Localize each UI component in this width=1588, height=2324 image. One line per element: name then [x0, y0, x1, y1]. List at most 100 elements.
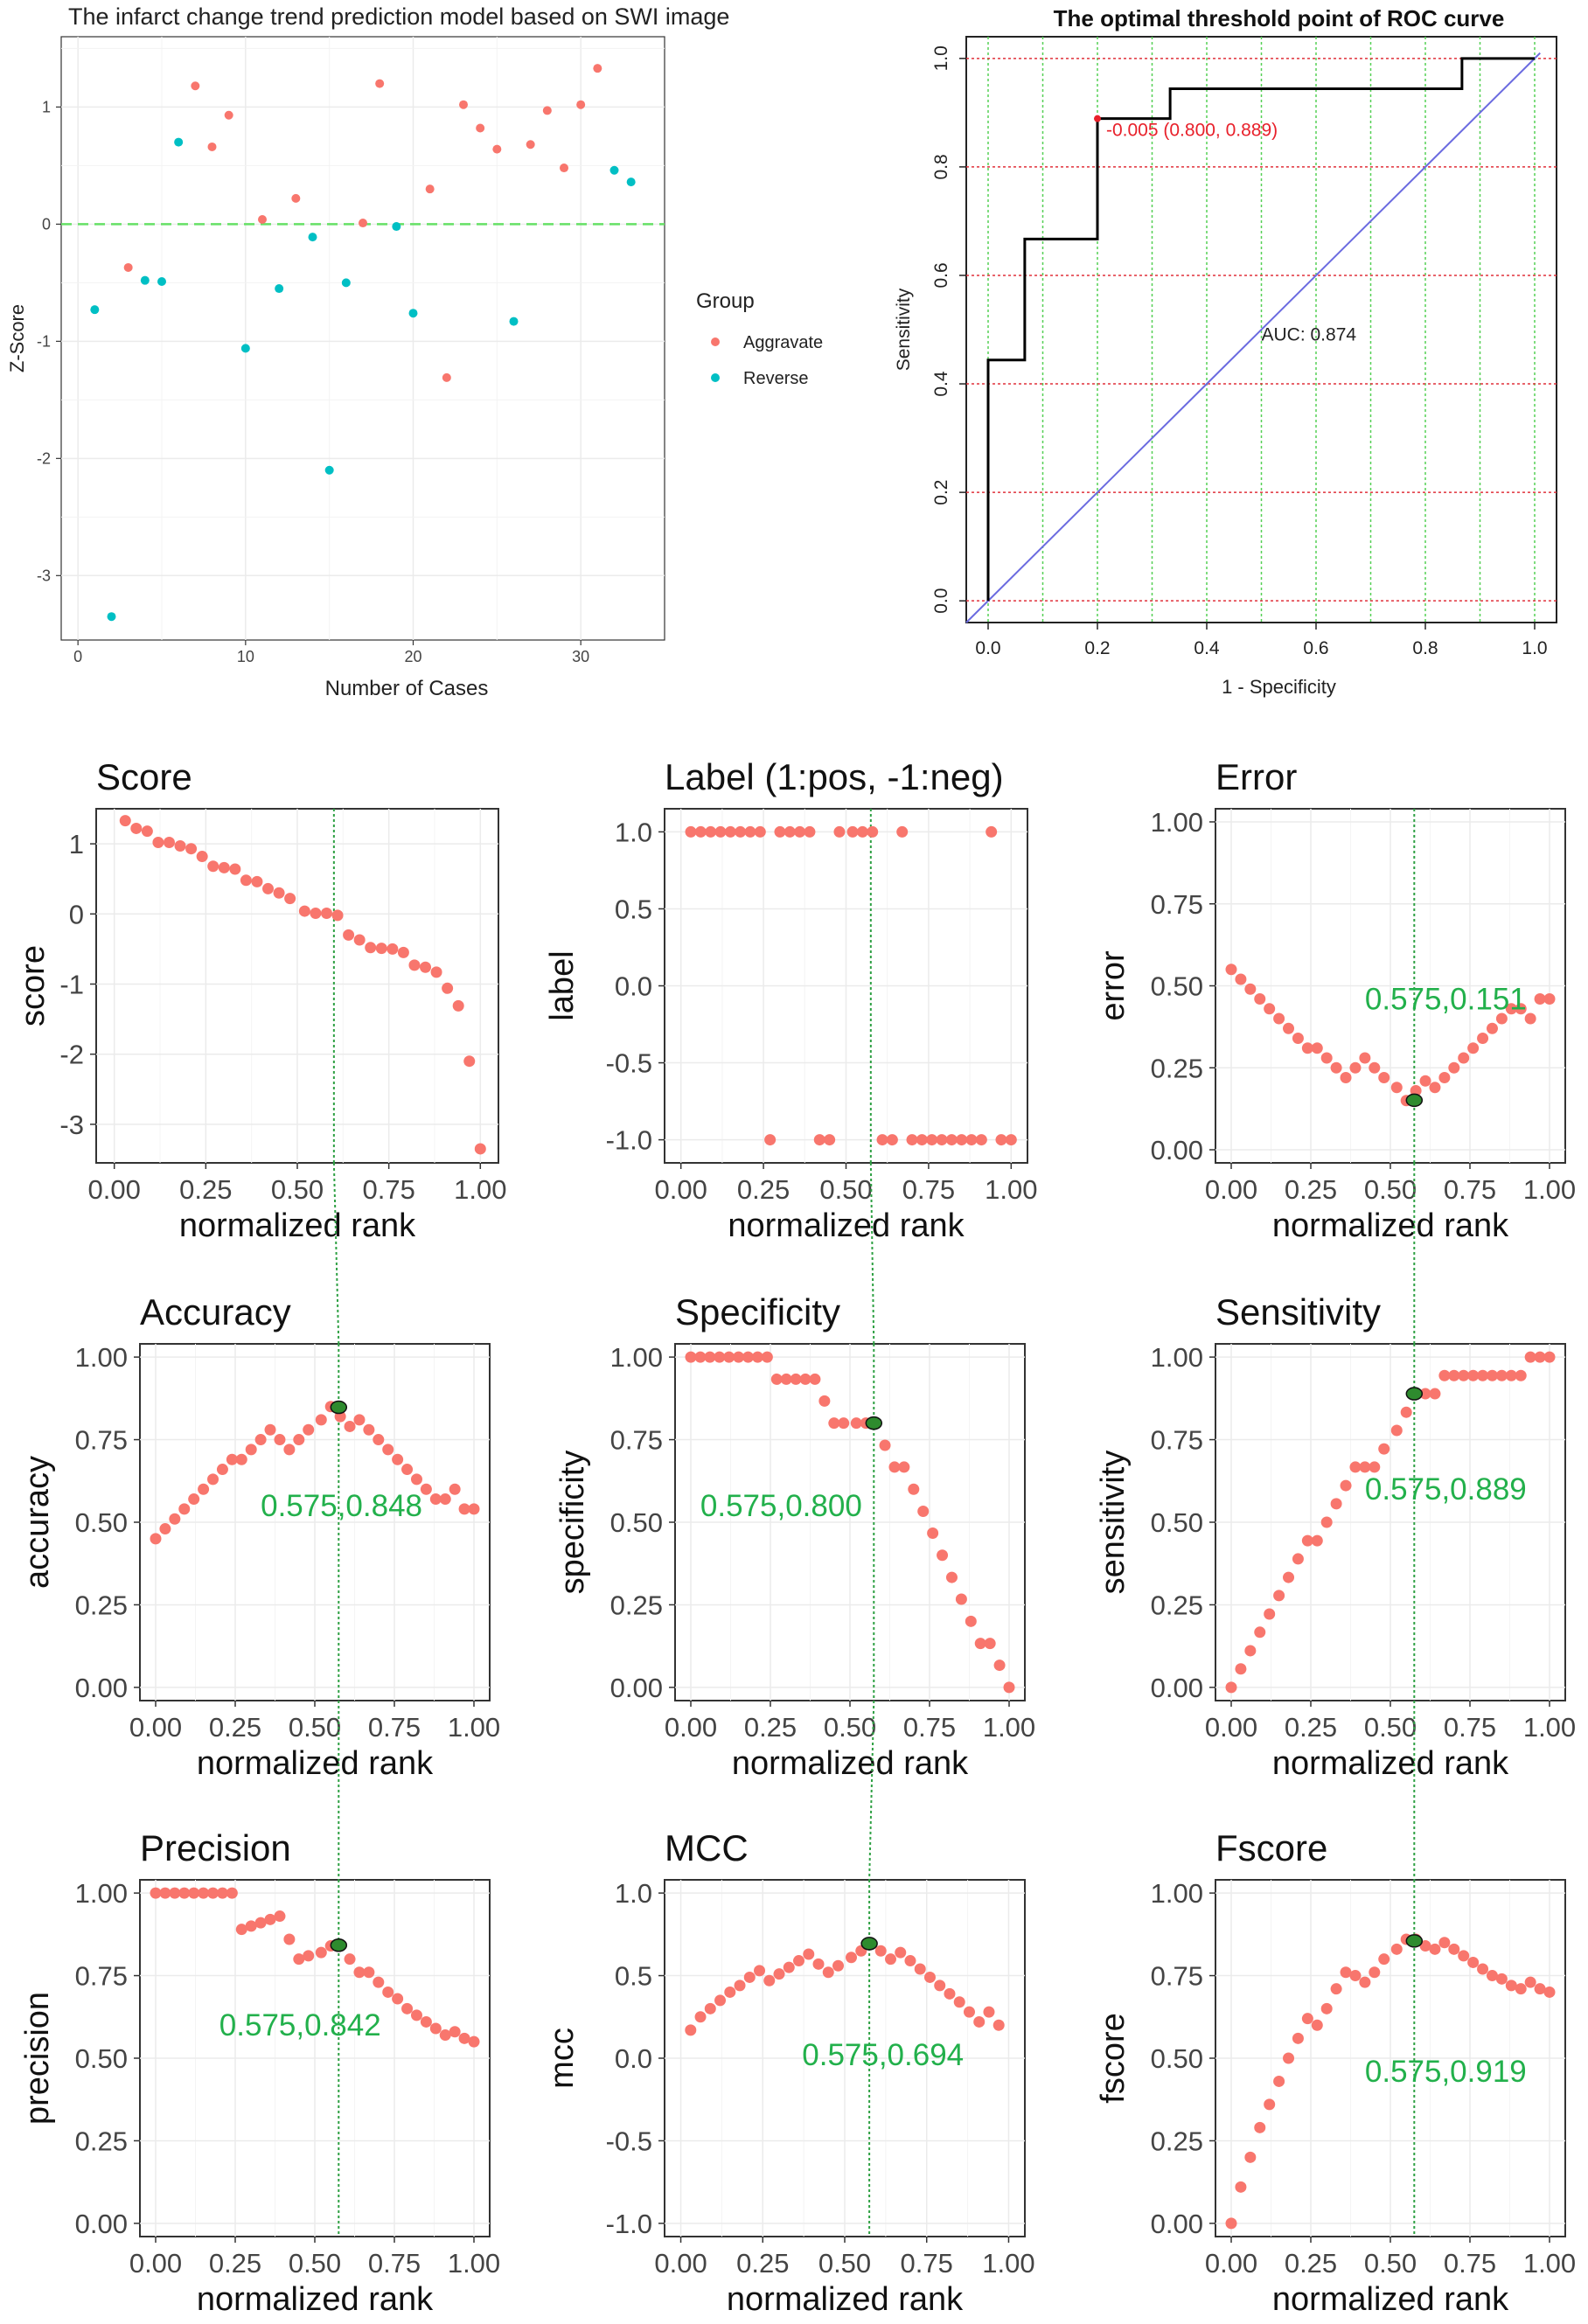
- panel-fscore: 0.575,0.919 0.00 0.25 0.50 0.75 1.00 1.00 0.75 0…: [1095, 1827, 1576, 2318]
- precision-point: [315, 1946, 327, 1959]
- error-point: [1515, 1003, 1527, 1015]
- specificity-xlabel: normalized rank: [732, 1745, 969, 1782]
- score-point: [141, 825, 153, 838]
- roc-chart: -0.005 (0.800, 0.889) AUC: 0.874 0.0 0.2 0.4…: [894, 5, 1557, 698]
- precision-point: [207, 1887, 219, 1899]
- fscore-point: [1292, 2032, 1304, 2044]
- specificity-point: [838, 1417, 850, 1430]
- zscore-point-reverse: [157, 277, 166, 287]
- precision-ytick-label: 0.75: [75, 1961, 128, 1992]
- mcc-point: [953, 1996, 965, 2008]
- precision-point: [420, 2015, 432, 2028]
- zscore-point-aggravate: [123, 262, 133, 272]
- error-point: [1524, 1012, 1536, 1025]
- fscore-point: [1378, 1953, 1390, 1966]
- fscore-point: [1419, 1940, 1431, 1952]
- precision-xtick-label: 0.75: [368, 2248, 421, 2279]
- label-point: [685, 825, 697, 838]
- label-point: [694, 825, 707, 838]
- accuracy-point: [373, 1434, 385, 1446]
- label-point: [794, 825, 806, 838]
- zscore-point-aggravate: [576, 100, 586, 109]
- accuracy-point: [458, 1503, 470, 1515]
- precision-point: [283, 1933, 296, 1945]
- precision-point: [293, 1953, 305, 1966]
- roc-ytick-label: 0.8: [931, 154, 951, 179]
- label-point: [876, 1134, 888, 1146]
- threshold-connector: [868, 1700, 875, 1881]
- label-point: [856, 825, 868, 838]
- accuracy-xtick-label: 1.00: [448, 1712, 500, 1743]
- mcc-point: [973, 2015, 986, 2028]
- label-point: [965, 1134, 978, 1146]
- mcc-xtick-label: 0.25: [736, 2248, 789, 2279]
- zscore-point-reverse: [392, 222, 401, 232]
- mcc-point: [685, 2024, 697, 2036]
- error-annotation: 0.575,0.151: [1365, 983, 1527, 1017]
- error-point: [1378, 1072, 1390, 1083]
- precision-point: [150, 1887, 162, 1899]
- roc-xtick-label: 0.0: [975, 638, 1000, 658]
- sensitivity-xtick-label: 0.00: [1205, 1712, 1257, 1743]
- label-point: [724, 825, 736, 838]
- precision-ylabel: precision: [19, 1992, 56, 2125]
- zscore-point-aggravate: [593, 64, 602, 73]
- panel-specificity: 0.575,0.800 0.00 0.25 0.50 0.75 1.00 1.00 0.75 0…: [554, 1291, 1035, 1782]
- specificity-xtick-label: 0.25: [744, 1712, 797, 1743]
- error-point: [1283, 1022, 1295, 1034]
- zscore-point-reverse: [140, 275, 150, 285]
- error-ytick-label: 0.25: [1151, 1053, 1203, 1083]
- score-point: [185, 843, 198, 855]
- accuracy-point: [178, 1503, 191, 1515]
- fscore-point: [1330, 1983, 1342, 1995]
- mcc-point: [734, 1980, 746, 1992]
- zscore-point-reverse: [107, 612, 116, 622]
- mcc-point: [832, 1959, 845, 1972]
- mcc-point: [724, 1986, 736, 1998]
- roc-optimal-point: [1094, 115, 1101, 122]
- sensitivity-point: [1235, 1663, 1247, 1675]
- sensitivity-ytick-label: 0.75: [1151, 1425, 1203, 1456]
- label-ytick-label: -1.0: [606, 1125, 652, 1156]
- accuracy-point: [150, 1533, 162, 1545]
- mcc-point: [874, 1945, 887, 1957]
- score-point: [397, 946, 409, 958]
- specificity-point: [937, 1549, 949, 1562]
- precision-point: [169, 1887, 181, 1899]
- precision-point: [353, 1966, 366, 1979]
- accuracy-point: [449, 1483, 461, 1495]
- specificity-point: [761, 1351, 773, 1363]
- score-point: [196, 851, 208, 863]
- error-point: [1429, 1082, 1441, 1094]
- sensitivity-point: [1311, 1534, 1323, 1547]
- accuracy-ytick-label: 0.00: [75, 1673, 128, 1703]
- mcc-point: [992, 2019, 1005, 2031]
- precision-point: [188, 1887, 200, 1899]
- mcc-point: [812, 1958, 825, 1970]
- precision-ytick-label: 0.00: [75, 2209, 128, 2239]
- precision-xtick-label: 1.00: [448, 2248, 500, 2279]
- error-optimal-marker: [1405, 1093, 1424, 1108]
- zscore-point-reverse: [509, 317, 519, 326]
- fscore-point: [1543, 1986, 1556, 1998]
- fscore-point: [1264, 2098, 1276, 2111]
- label-point: [804, 825, 816, 838]
- zscore-point-aggravate: [560, 164, 568, 173]
- precision-point: [264, 1913, 276, 1925]
- specificity-point: [908, 1483, 920, 1495]
- score-point: [375, 943, 387, 955]
- legend-swatch-aggravate: [711, 337, 720, 346]
- sensitivity-point: [1301, 1534, 1313, 1547]
- specificity-point: [828, 1417, 840, 1430]
- error-point: [1369, 1061, 1381, 1074]
- fscore-point: [1390, 1943, 1403, 1955]
- zscore-point-aggravate: [492, 144, 502, 154]
- score-point: [474, 1143, 486, 1155]
- label-xtick-label: 1.00: [985, 1174, 1037, 1205]
- sensitivity-point: [1524, 1351, 1536, 1363]
- precision-point: [392, 1993, 404, 2005]
- roc-xtick-label: 0.6: [1303, 638, 1328, 658]
- accuracy-point: [420, 1483, 432, 1495]
- mcc-ytick-label: 0.0: [615, 2043, 652, 2074]
- specificity-ytick-label: 0.50: [610, 1507, 663, 1538]
